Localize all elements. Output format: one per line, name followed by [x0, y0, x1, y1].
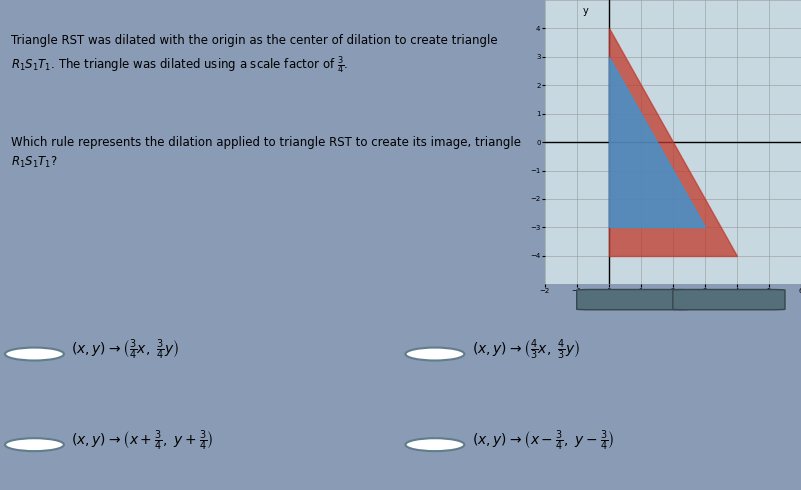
Text: Triangle RST was dilated with the origin as the center of dilation to create tri: Triangle RST was dilated with the origin…	[11, 34, 497, 76]
FancyBboxPatch shape	[577, 290, 689, 310]
Text: CHECK: CHECK	[712, 294, 746, 303]
Text: CLEAR: CLEAR	[617, 294, 649, 303]
Text: $(x, y) \rightarrow \left(x - \frac{3}{4},\ y - \frac{3}{4}\right)$: $(x, y) \rightarrow \left(x - \frac{3}{4…	[472, 428, 614, 453]
Text: $(x, y) \rightarrow \left(\frac{4}{3}x,\ \frac{4}{3}y\right)$: $(x, y) \rightarrow \left(\frac{4}{3}x,\…	[472, 338, 580, 362]
Text: $(x, y) \rightarrow \left(\frac{3}{4}x,\ \frac{3}{4}y\right)$: $(x, y) \rightarrow \left(\frac{3}{4}x,\…	[71, 338, 179, 362]
Polygon shape	[609, 57, 705, 227]
Circle shape	[5, 438, 64, 451]
Circle shape	[405, 438, 465, 451]
Text: Which rule represents the dilation applied to triangle RST to create its image, : Which rule represents the dilation appli…	[11, 136, 521, 170]
Circle shape	[405, 347, 465, 361]
Text: y: y	[583, 6, 589, 16]
Text: $(x, y) \rightarrow \left(x + \frac{3}{4},\ y + \frac{3}{4}\right)$: $(x, y) \rightarrow \left(x + \frac{3}{4…	[71, 428, 214, 453]
Polygon shape	[609, 28, 737, 256]
Circle shape	[5, 347, 64, 361]
FancyBboxPatch shape	[673, 290, 785, 310]
